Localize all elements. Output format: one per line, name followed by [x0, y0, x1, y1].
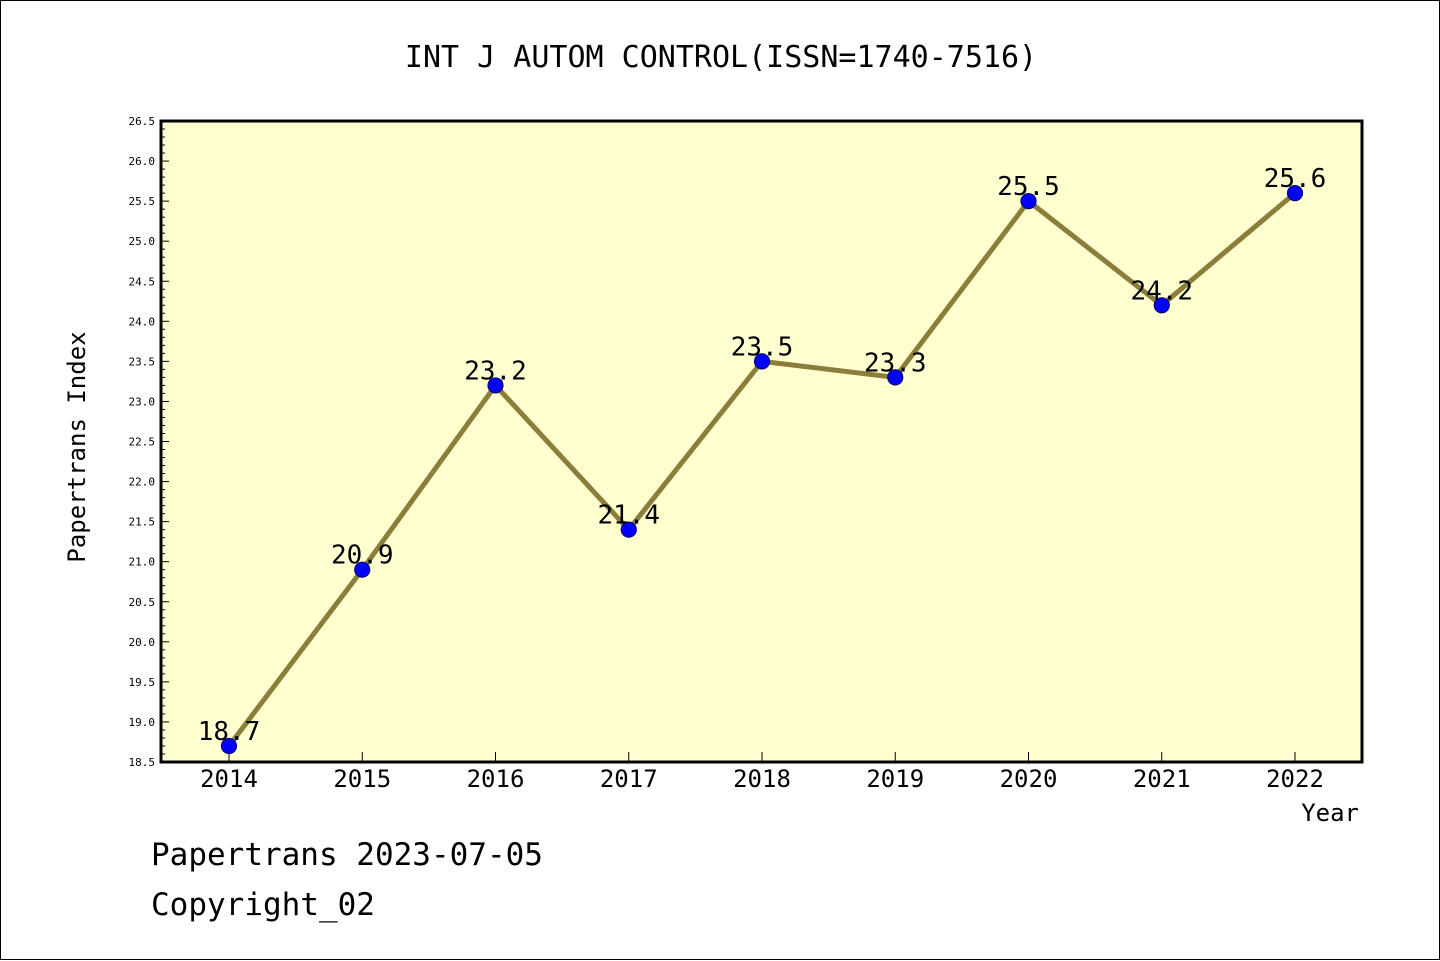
y-tick-label: 20.5 [129, 596, 156, 609]
chart-title: INT J AUTOM CONTROL(ISSN=1740-7516) [405, 40, 1037, 75]
data-label: 25.6 [1264, 164, 1327, 194]
y-tick-label: 19.0 [129, 716, 156, 729]
x-tick-label: 2022 [1266, 765, 1324, 793]
data-point [887, 369, 904, 386]
y-axis: 18.5 19.0 19.5 20.0 20.5 21.0 21.5 22.0 22.5 23.0… [129, 115, 169, 769]
y-tick-label: 25.0 [129, 235, 156, 248]
x-tick-label: 2014 [200, 765, 258, 793]
x-tick-label: 2017 [600, 765, 658, 793]
series-layer [220, 185, 1304, 755]
data-point [1020, 193, 1037, 210]
data-label: 23.2 [464, 356, 527, 386]
data-point [1286, 185, 1304, 202]
y-tick-label: 25.5 [129, 195, 156, 208]
x-tick-label: 2018 [733, 765, 791, 793]
y-axis-label: Papertrans Index [63, 331, 91, 562]
y-tick-label: 20.0 [129, 636, 156, 649]
data-labels-layer: 18.7 20.9 23.2 21.4 23.5 23.3 25.5 24.2 25.6 [198, 164, 1327, 747]
data-label: 23.3 [864, 348, 927, 378]
y-tick-label: 24.0 [129, 315, 156, 328]
y-tick-label: 26.5 [129, 115, 156, 128]
data-point [487, 377, 504, 394]
data-label: 18.7 [198, 717, 261, 747]
data-label: 24.2 [1130, 276, 1193, 306]
y-tick-label: 23.0 [129, 395, 156, 408]
data-label: 21.4 [597, 501, 660, 531]
x-axis: 2014 2015 2016 2017 2018 2019 2020 2021 2022 [200, 752, 1324, 793]
y-tick-label: 19.5 [129, 676, 156, 689]
y-tick-label: 21.5 [129, 516, 156, 529]
x-tick-label: 2021 [1133, 765, 1191, 793]
y-tick-label: 18.5 [129, 756, 156, 769]
y-tick-label: 22.0 [129, 476, 156, 489]
x-tick-label: 2020 [1000, 765, 1058, 793]
data-point [620, 521, 637, 538]
y-tick-label: 24.5 [129, 275, 156, 288]
x-tick-label: 2019 [866, 765, 924, 793]
y-tick-label: 26.0 [129, 155, 156, 168]
data-label: 23.5 [731, 332, 794, 362]
footer-copyright: Copyright_02 [151, 887, 375, 923]
data-label: 25.5 [997, 172, 1060, 202]
data-point [354, 561, 371, 578]
data-point [1153, 297, 1170, 314]
x-tick-label: 2016 [467, 765, 525, 793]
data-point [220, 737, 238, 755]
y-tick-label: 23.5 [129, 355, 156, 368]
data-label: 20.9 [331, 541, 394, 571]
plot-area [159, 119, 1364, 764]
data-point [753, 353, 771, 370]
y-tick-label: 22.5 [129, 436, 156, 449]
x-tick-label: 2015 [333, 765, 391, 793]
x-axis-label: Year [1301, 799, 1359, 827]
footer-source: Papertrans 2023-07-05 [151, 837, 543, 873]
y-tick-label: 21.0 [129, 556, 156, 569]
